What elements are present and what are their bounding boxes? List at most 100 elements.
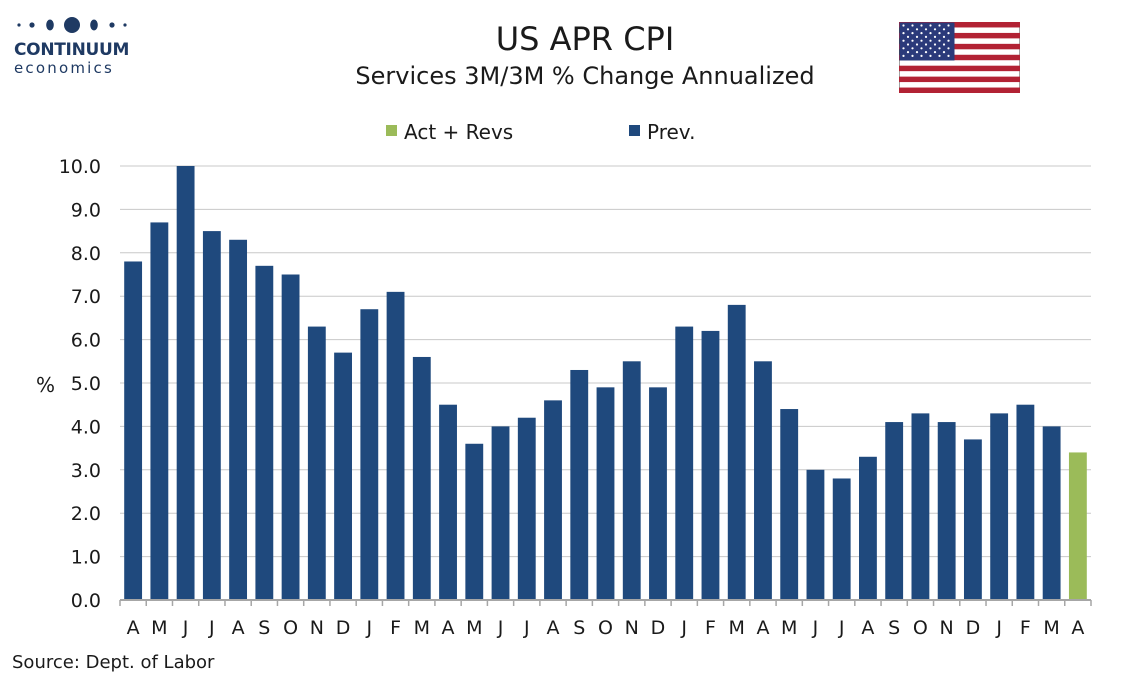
- bar-prev: [360, 309, 379, 600]
- bar-prev: [124, 261, 143, 600]
- source-note: Source: Dept. of Labor: [12, 652, 215, 673]
- x-tick-label: O: [913, 617, 928, 639]
- y-tick-label: 1.0: [71, 547, 101, 569]
- us-flag-icon: [899, 22, 1020, 93]
- x-tick-label: J: [838, 617, 845, 639]
- bar-prev: [622, 361, 641, 600]
- x-tick-label: M: [151, 617, 167, 639]
- x-tick-label: J: [182, 617, 189, 639]
- bar-prev: [439, 404, 457, 600]
- y-tick-label: 4.0: [71, 416, 101, 438]
- bar-prev: [229, 239, 248, 600]
- bar-prev: [832, 478, 851, 600]
- x-tick-label: M: [1043, 617, 1059, 639]
- bar-prev: [859, 456, 877, 600]
- x-tick-label: J: [995, 617, 1002, 639]
- legend-label-prev: Prev.: [647, 120, 695, 144]
- x-tick-label: D: [336, 617, 351, 639]
- x-tick-label: A: [1071, 617, 1084, 639]
- x-tick-label: S: [573, 617, 585, 639]
- bar-prev: [911, 413, 930, 600]
- x-tick-label: D: [966, 617, 981, 639]
- x-tick-label: F: [705, 617, 716, 639]
- x-tick-label: N: [310, 617, 324, 639]
- bar-prev: [701, 330, 720, 600]
- x-tick-label: O: [598, 617, 613, 639]
- bar-prev: [334, 352, 352, 600]
- y-tick-label: 9.0: [71, 199, 101, 221]
- bar-prev: [281, 274, 300, 600]
- bar-prev: [963, 439, 982, 600]
- y-axis-label: %: [36, 373, 55, 397]
- y-tick-label: 7.0: [71, 286, 101, 308]
- bar-prev: [1042, 426, 1061, 600]
- bar-prev: [544, 400, 562, 600]
- x-tick-label: J: [812, 617, 819, 639]
- bar-prev: [465, 443, 484, 600]
- bar-prev: [491, 426, 510, 600]
- continuum-logo: CONTINUUM economics: [14, 14, 134, 76]
- bar-prev: [1016, 404, 1035, 600]
- y-tick-label: 6.0: [71, 330, 101, 352]
- bar-prev: [570, 369, 589, 600]
- x-tick-label: A: [442, 617, 455, 639]
- x-tick-label: M: [729, 617, 745, 639]
- x-tick-label: J: [523, 617, 530, 639]
- bar-prev: [150, 222, 169, 601]
- logo-sub: economics: [14, 59, 114, 77]
- bar-prev: [412, 356, 431, 600]
- y-tick-label: 8.0: [71, 243, 101, 265]
- x-tick-label: O: [283, 617, 298, 639]
- y-tick-label: 2.0: [71, 503, 101, 525]
- x-tick-label: M: [414, 617, 430, 639]
- bar-prev: [596, 387, 615, 600]
- x-tick-label: J: [680, 617, 687, 639]
- legend-label-act: Act + Revs: [404, 120, 513, 144]
- x-tick-label: A: [232, 617, 245, 639]
- x-tick-label: S: [258, 617, 270, 639]
- bar-prev: [780, 409, 799, 600]
- bar-prev: [255, 265, 274, 600]
- logo-brand: CONTINUUM: [14, 40, 130, 60]
- x-tick-label: M: [781, 617, 797, 639]
- bar-prev: [202, 231, 221, 600]
- y-tick-label: 5.0: [71, 373, 101, 395]
- x-tick-label: A: [547, 617, 560, 639]
- y-tick-label: 10.0: [59, 156, 101, 178]
- legend-swatch-act: [386, 125, 397, 136]
- bar-act: [1068, 452, 1087, 600]
- bar-prev: [937, 422, 956, 600]
- x-tick-label: A: [756, 617, 769, 639]
- legend: Act + Revs Prev.: [386, 120, 695, 144]
- bar-prev: [754, 361, 772, 600]
- x-tick-label: S: [888, 617, 900, 639]
- x-tick-label: A: [127, 617, 140, 639]
- x-tick-label: F: [390, 617, 401, 639]
- y-tick-label: 0.0: [71, 590, 101, 612]
- bar-prev: [649, 387, 667, 600]
- x-tick-label: A: [861, 617, 874, 639]
- x-tick-label: J: [208, 617, 215, 639]
- bar-prev: [885, 422, 904, 600]
- legend-swatch-prev: [629, 125, 640, 136]
- bar-prev: [990, 413, 1009, 600]
- x-tick-label: D: [651, 617, 666, 639]
- bar-prev: [727, 304, 746, 600]
- x-tick-label: J: [497, 617, 504, 639]
- y-tick-label: 3.0: [71, 460, 101, 482]
- bar-prev: [675, 326, 694, 600]
- x-tick-label: N: [625, 617, 639, 639]
- bar-prev: [176, 166, 195, 600]
- chart-subtitle: Services 3M/3M % Change Annualized: [355, 62, 815, 90]
- x-tick-label: N: [940, 617, 954, 639]
- x-tick-label: J: [366, 617, 373, 639]
- chart-title: US APR CPI: [495, 20, 675, 58]
- x-tick-label: F: [1020, 617, 1031, 639]
- x-tick-label: M: [466, 617, 482, 639]
- bar-prev: [806, 469, 825, 600]
- bar-prev: [517, 417, 536, 600]
- bar-prev: [307, 326, 326, 600]
- logo-dots-icon: [17, 17, 127, 33]
- bar-prev: [386, 291, 405, 600]
